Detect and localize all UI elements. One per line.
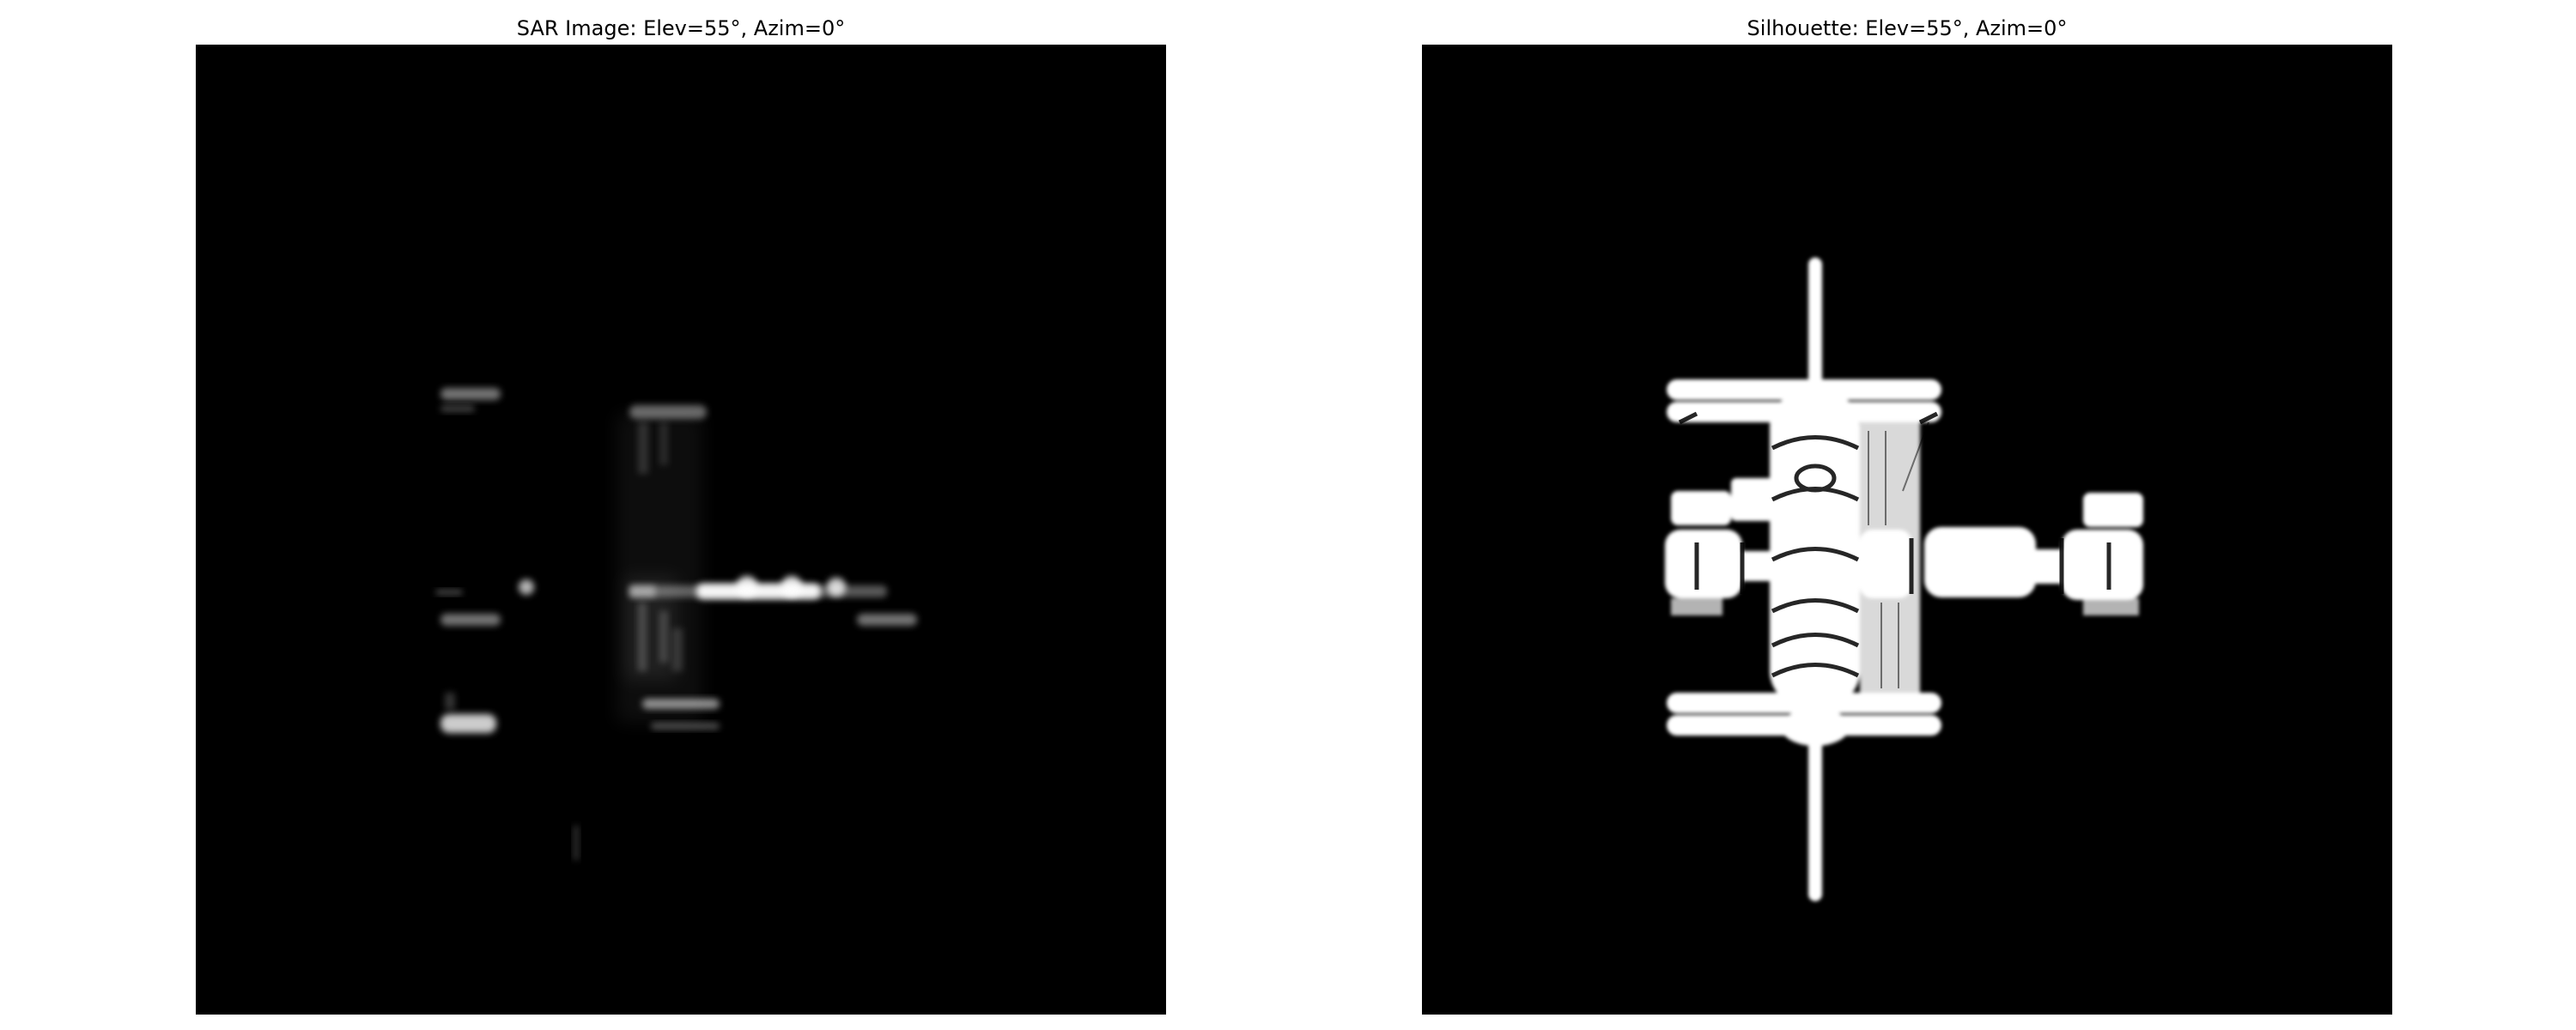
silhouette-shading [1678,411,2111,678]
sar-image-panel [196,45,1166,1015]
silhouette-title: Silhouette: Elev=55°, Azim=0° [1747,16,2068,40]
sar-image-title: SAR Image: Elev=55°, Azim=0° [516,16,846,40]
silhouette-fine-lines [1868,421,1929,688]
silhouette-panel [1422,45,2392,1015]
sar-returns [436,388,917,860]
